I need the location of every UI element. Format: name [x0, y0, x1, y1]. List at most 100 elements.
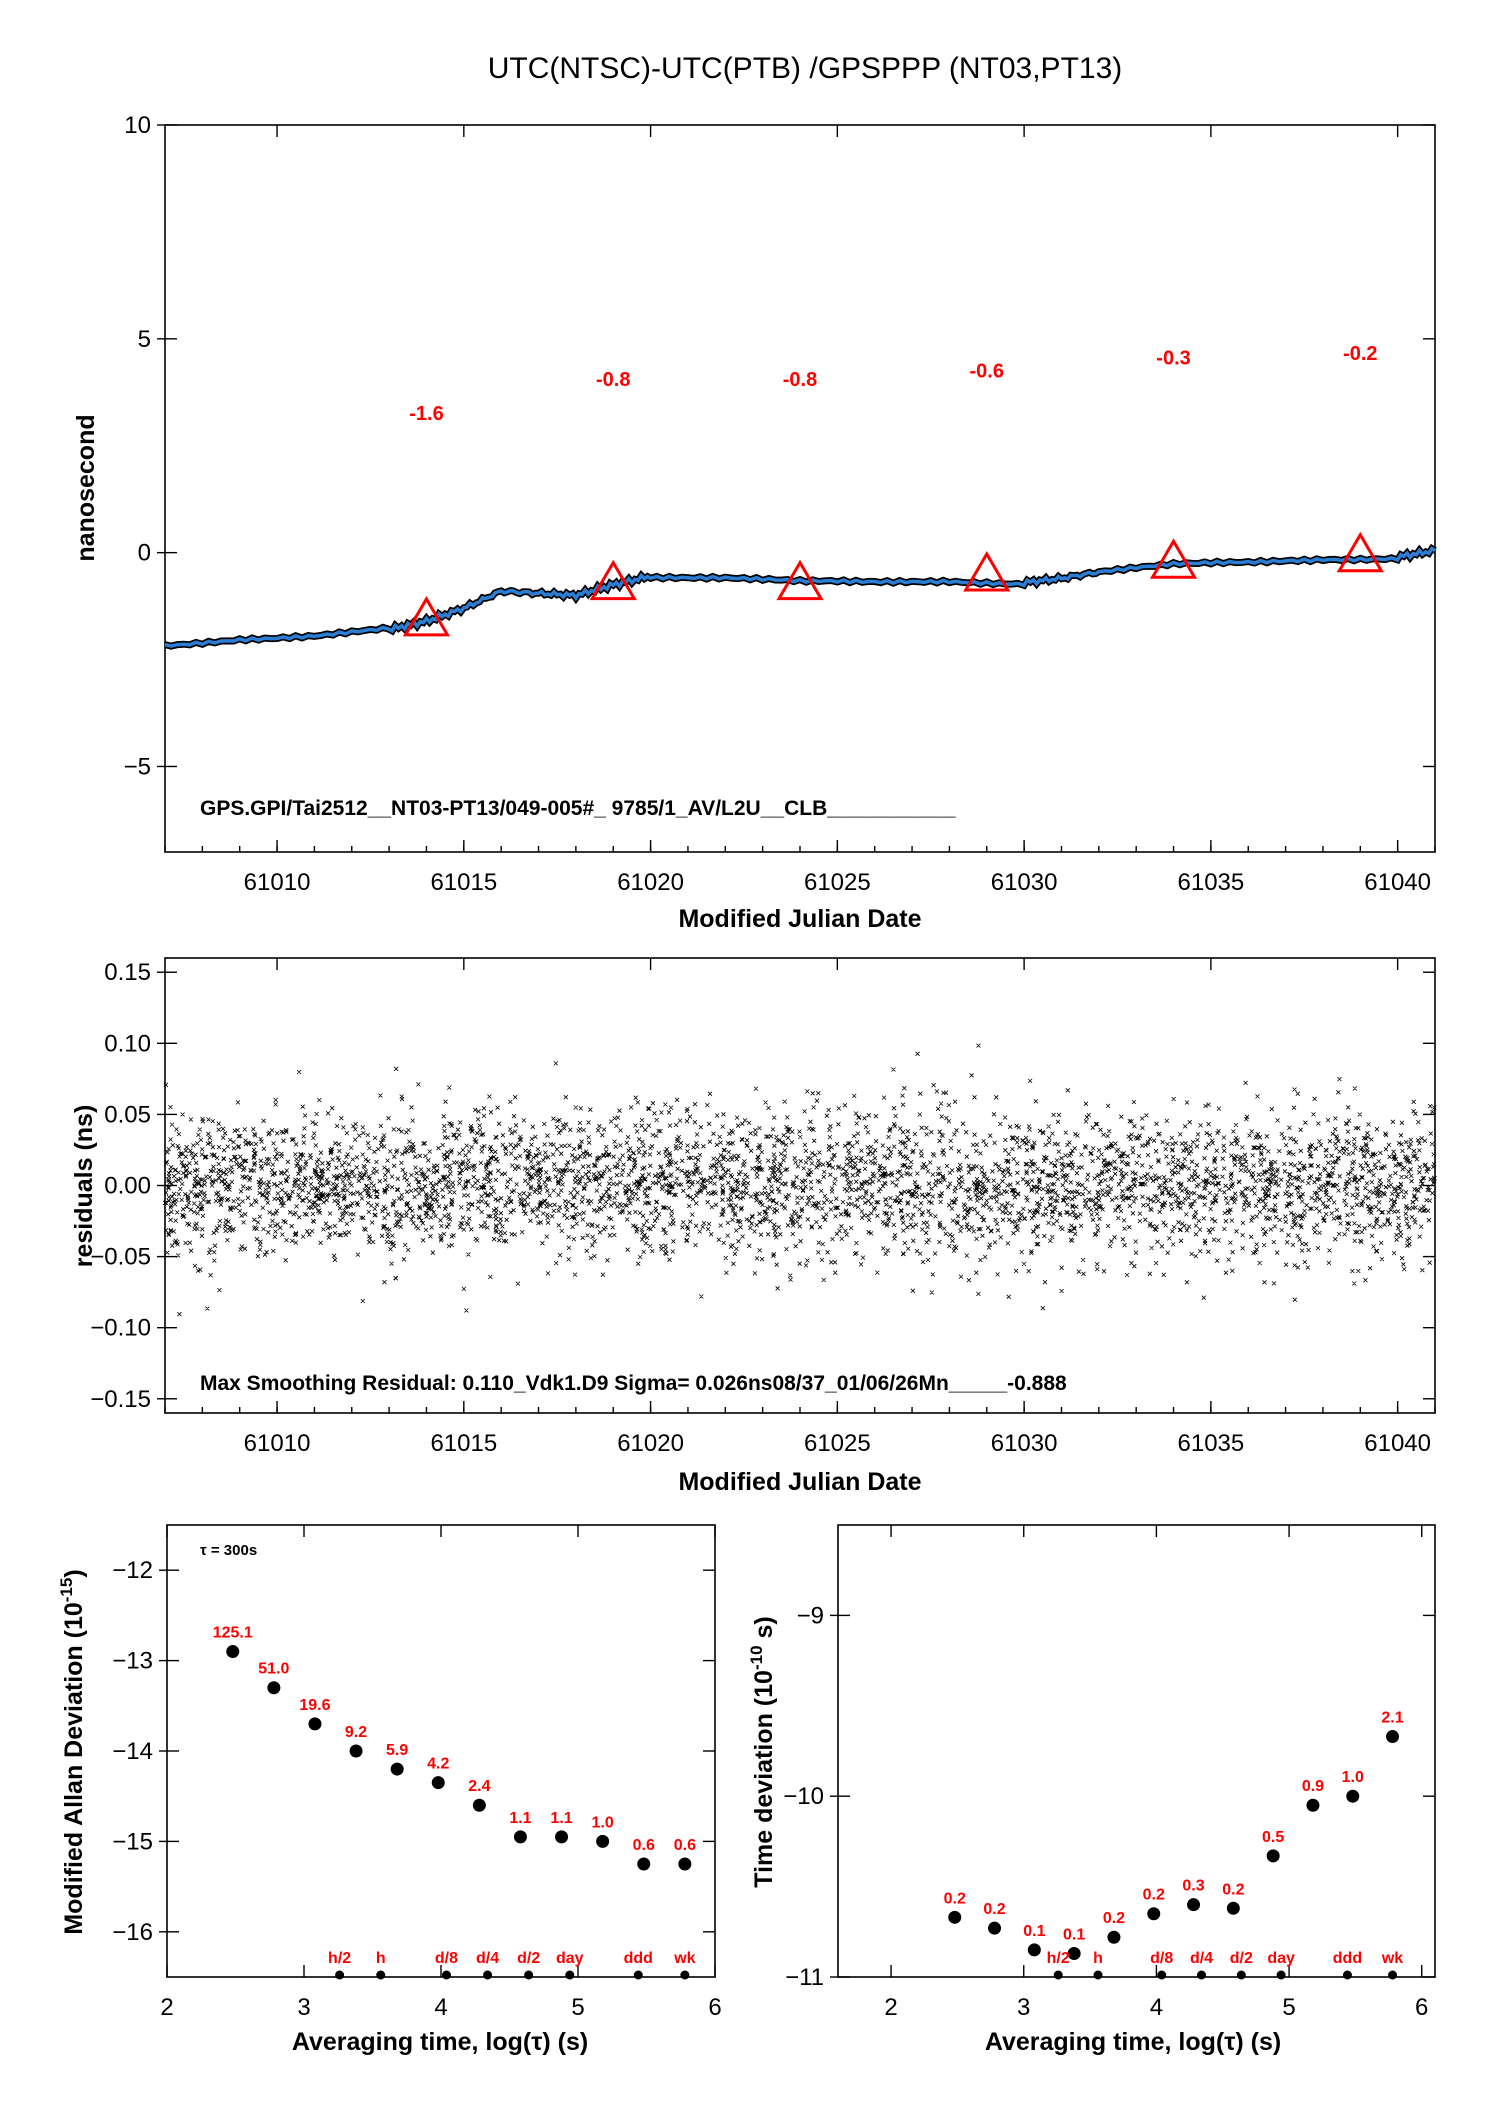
tdev-point-label: 0.2 [1103, 1910, 1125, 1927]
mdev-y-tick-label: −16 [112, 1919, 153, 1946]
offset-x-tick-label: 61015 [430, 869, 497, 896]
tdev-point [1027, 1943, 1041, 1957]
offset-y-tick-label: 10 [124, 112, 151, 139]
offset-marker-label: -1.6 [409, 403, 443, 425]
mdev-point-label: 1.1 [550, 1810, 572, 1827]
offset-x-tick-label: 61025 [804, 869, 871, 896]
offset-frame [164, 124, 1436, 853]
tdev-frame [837, 1524, 1436, 1978]
mdev-x-tick-label: 5 [571, 1994, 584, 2021]
offset-triangle-marker [963, 551, 1011, 592]
tdev-marker-dot [1093, 1970, 1103, 1980]
mdev-point-label: 5.9 [386, 1742, 408, 1759]
mdev-point-label: 1.1 [509, 1810, 531, 1827]
mdev-marker-label: h/2 [328, 1950, 351, 1967]
residuals-x-tick-label: 61010 [244, 1430, 311, 1457]
mdev-marker-label: h [376, 1950, 386, 1967]
tdev-x-tick-label: 4 [1150, 1994, 1163, 2021]
mdev-point-label: 0.6 [633, 1837, 655, 1854]
residuals-y-tick-label: 0.10 [104, 1030, 151, 1057]
mdev-marker-dot [483, 1970, 493, 1980]
residuals-y-tick-label: −0.10 [90, 1315, 151, 1342]
tdev-x-axis-label: Averaging time, log(τ) (s) [985, 2028, 1281, 2056]
tdev-point [988, 1921, 1002, 1935]
mdev-x-axis-label: Averaging time, log(τ) (s) [292, 2028, 588, 2056]
tdev-point [1187, 1898, 1201, 1912]
tdev-point-label: 2.1 [1381, 1710, 1403, 1727]
mdev-marker-dot [565, 1970, 575, 1980]
tdev-marker-label: h [1093, 1950, 1103, 1967]
offset-panel: 61010 61015 61020 61025 61030 61035 61040 −5 0 5… [72, 112, 1437, 933]
residuals-x-tick-label: 61015 [430, 1430, 497, 1457]
mdev-point [513, 1830, 527, 1844]
figure-title: UTC(NTSC)-UTC(PTB) /GPSPPP (NT03,PT13) [488, 52, 1123, 85]
residuals-x-axis-label: Modified Julian Date [678, 1468, 921, 1496]
tdev-point-label: 0.2 [983, 1901, 1005, 1918]
tdev-point [1306, 1798, 1320, 1812]
tdev-y-tick-label: −10 [783, 1783, 824, 1810]
tdev-y-axis-label: Time deviation (10-10 s) [747, 1616, 778, 1887]
mdev-point [267, 1681, 281, 1695]
residuals-y-tick-label: 0.15 [104, 959, 151, 986]
mdev-y-axis-label: Modified Allan Deviation (10-15) [57, 1569, 88, 1934]
tdev-point [1107, 1930, 1121, 1944]
offset-annotation: GPS.GPI/Tai2512__NT03-PT13/049-005#_ 978… [200, 797, 956, 820]
offset-marker-label: -0.8 [783, 369, 817, 391]
residuals-x-tick-label: 61025 [804, 1430, 871, 1457]
residuals-x-tick-label: 61035 [1178, 1430, 1245, 1457]
mdev-marker-label: d/4 [476, 1950, 499, 1967]
offset-x-tick-label: 61010 [244, 869, 311, 896]
mdev-point-label: 51.0 [258, 1661, 289, 1678]
mdev-marker-label: day [556, 1950, 584, 1967]
mdev-marker-dot [441, 1970, 451, 1980]
residuals-y-tick-label: −0.15 [90, 1386, 151, 1413]
tdev-point [1147, 1907, 1161, 1921]
mdev-tau-note: τ = 300s [200, 1542, 257, 1559]
tdev-marker-label: d/8 [1150, 1950, 1173, 1967]
mdev-x-tick-label: 4 [434, 1994, 447, 2021]
offset-triangle-marker [589, 559, 637, 601]
mdev-point [431, 1776, 445, 1790]
mdev-marker-dot [376, 1970, 386, 1980]
offset-triangle-marker [1149, 538, 1198, 579]
offset-y-tick-label: −5 [124, 753, 151, 780]
mdev-point-label: 19.6 [299, 1697, 330, 1714]
mdev-x-tick-label: 6 [708, 1994, 721, 2021]
tdev-marker-label: h/2 [1047, 1950, 1070, 1967]
offset-y-tick-label: 0 [138, 540, 151, 567]
mdev-point [637, 1857, 651, 1871]
offset-y-tick-label: 5 [138, 326, 151, 353]
tdev-marker-label: day [1267, 1950, 1295, 1967]
mdev-point [678, 1857, 692, 1871]
offset-triangle-marker [1336, 531, 1384, 573]
mdev-marker-dot [680, 1970, 690, 1980]
offset-marker-label: -0.3 [1156, 347, 1190, 369]
mdev-marker-dot [335, 1970, 345, 1980]
offset-marker-label: -0.8 [596, 369, 630, 391]
tdev-point [1266, 1849, 1280, 1863]
tdev-y-tick-label: −11 [785, 1964, 824, 1991]
tdev-point [1346, 1789, 1360, 1803]
offset-triangle-marker [402, 595, 451, 637]
offset-y-axis-label: nanosecond [72, 414, 100, 561]
tdev-marker-dot [1276, 1970, 1286, 1980]
mdev-point [390, 1762, 404, 1776]
mdev-point [472, 1798, 486, 1812]
mdev-point-label: 0.6 [674, 1837, 696, 1854]
tdev-point-label: 0.2 [1143, 1887, 1165, 1904]
mdev-x-tick-label: 2 [160, 1994, 173, 2021]
mdev-y-tick-label: −12 [112, 1557, 153, 1584]
offset-x-tick-label: 61030 [991, 869, 1058, 896]
mdev-point [596, 1834, 610, 1848]
mdev-marker-label: wk [673, 1950, 695, 1967]
tdev-point-label: 0.2 [944, 1890, 966, 1907]
mdev-y-tick-label: −13 [112, 1648, 153, 1675]
mdev-x-tick-label: 3 [297, 1994, 310, 2021]
tdev-point-label: 0.3 [1182, 1878, 1204, 1895]
tdev-point [1386, 1730, 1400, 1744]
offset-x-tick-label: 61035 [1178, 869, 1245, 896]
tdev-point-label: 1.0 [1342, 1769, 1364, 1786]
tdev-point-label: 0.1 [1063, 1926, 1085, 1943]
tdev-panel: 2 3 4 5 6 −11 −10 −9 0.2 0.2 0.1 0.1 0.2 0.2 0.3 0.2 0… [747, 1524, 1436, 2056]
residuals-annotation: Max Smoothing Residual: 0.110_Vdk1.D9 Si… [200, 1372, 1067, 1395]
